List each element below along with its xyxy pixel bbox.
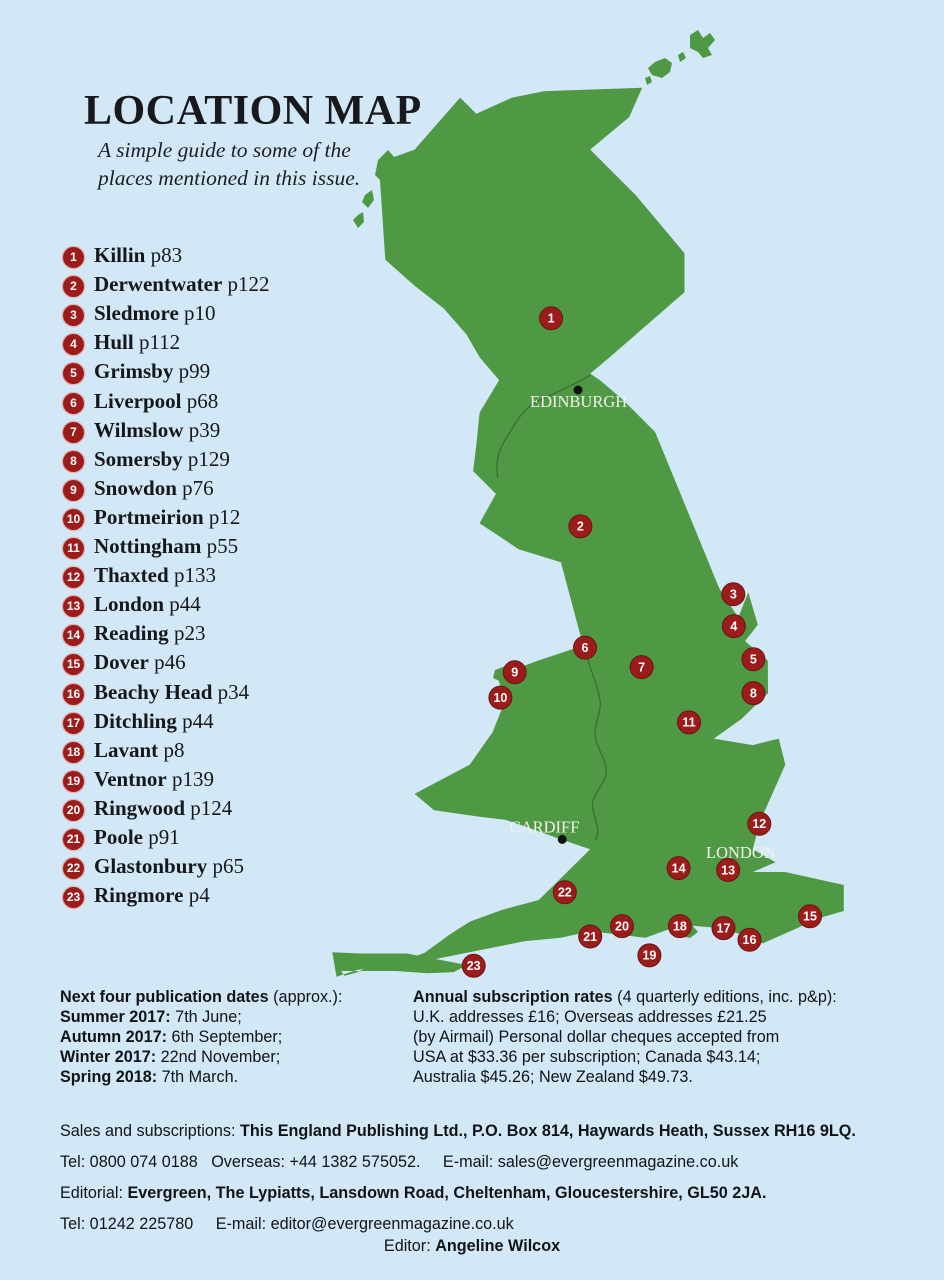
svg-text:21: 21 — [583, 930, 597, 944]
svg-text:23: 23 — [467, 959, 481, 973]
svg-text:4: 4 — [730, 619, 737, 633]
svg-text:8: 8 — [750, 686, 757, 700]
svg-text:20: 20 — [615, 919, 629, 933]
svg-text:LONDON: LONDON — [706, 843, 776, 862]
svg-text:9: 9 — [511, 666, 518, 680]
svg-text:12: 12 — [752, 817, 766, 831]
svg-text:5: 5 — [750, 653, 757, 667]
svg-text:15: 15 — [803, 910, 817, 924]
svg-text:10: 10 — [493, 691, 507, 705]
svg-text:2: 2 — [577, 520, 584, 534]
svg-text:14: 14 — [672, 861, 686, 875]
svg-text:EDINBURGH: EDINBURGH — [530, 392, 627, 411]
svg-text:17: 17 — [717, 921, 731, 935]
svg-text:16: 16 — [743, 933, 757, 947]
svg-text:1: 1 — [548, 312, 555, 326]
svg-text:7: 7 — [638, 660, 645, 674]
svg-text:11: 11 — [682, 716, 695, 730]
svg-text:22: 22 — [558, 886, 572, 900]
svg-text:3: 3 — [730, 588, 737, 602]
svg-text:19: 19 — [642, 949, 656, 963]
svg-text:CARDIFF: CARDIFF — [510, 817, 580, 836]
svg-text:13: 13 — [721, 863, 735, 877]
svg-text:6: 6 — [582, 641, 589, 655]
svg-text:18: 18 — [673, 919, 687, 933]
